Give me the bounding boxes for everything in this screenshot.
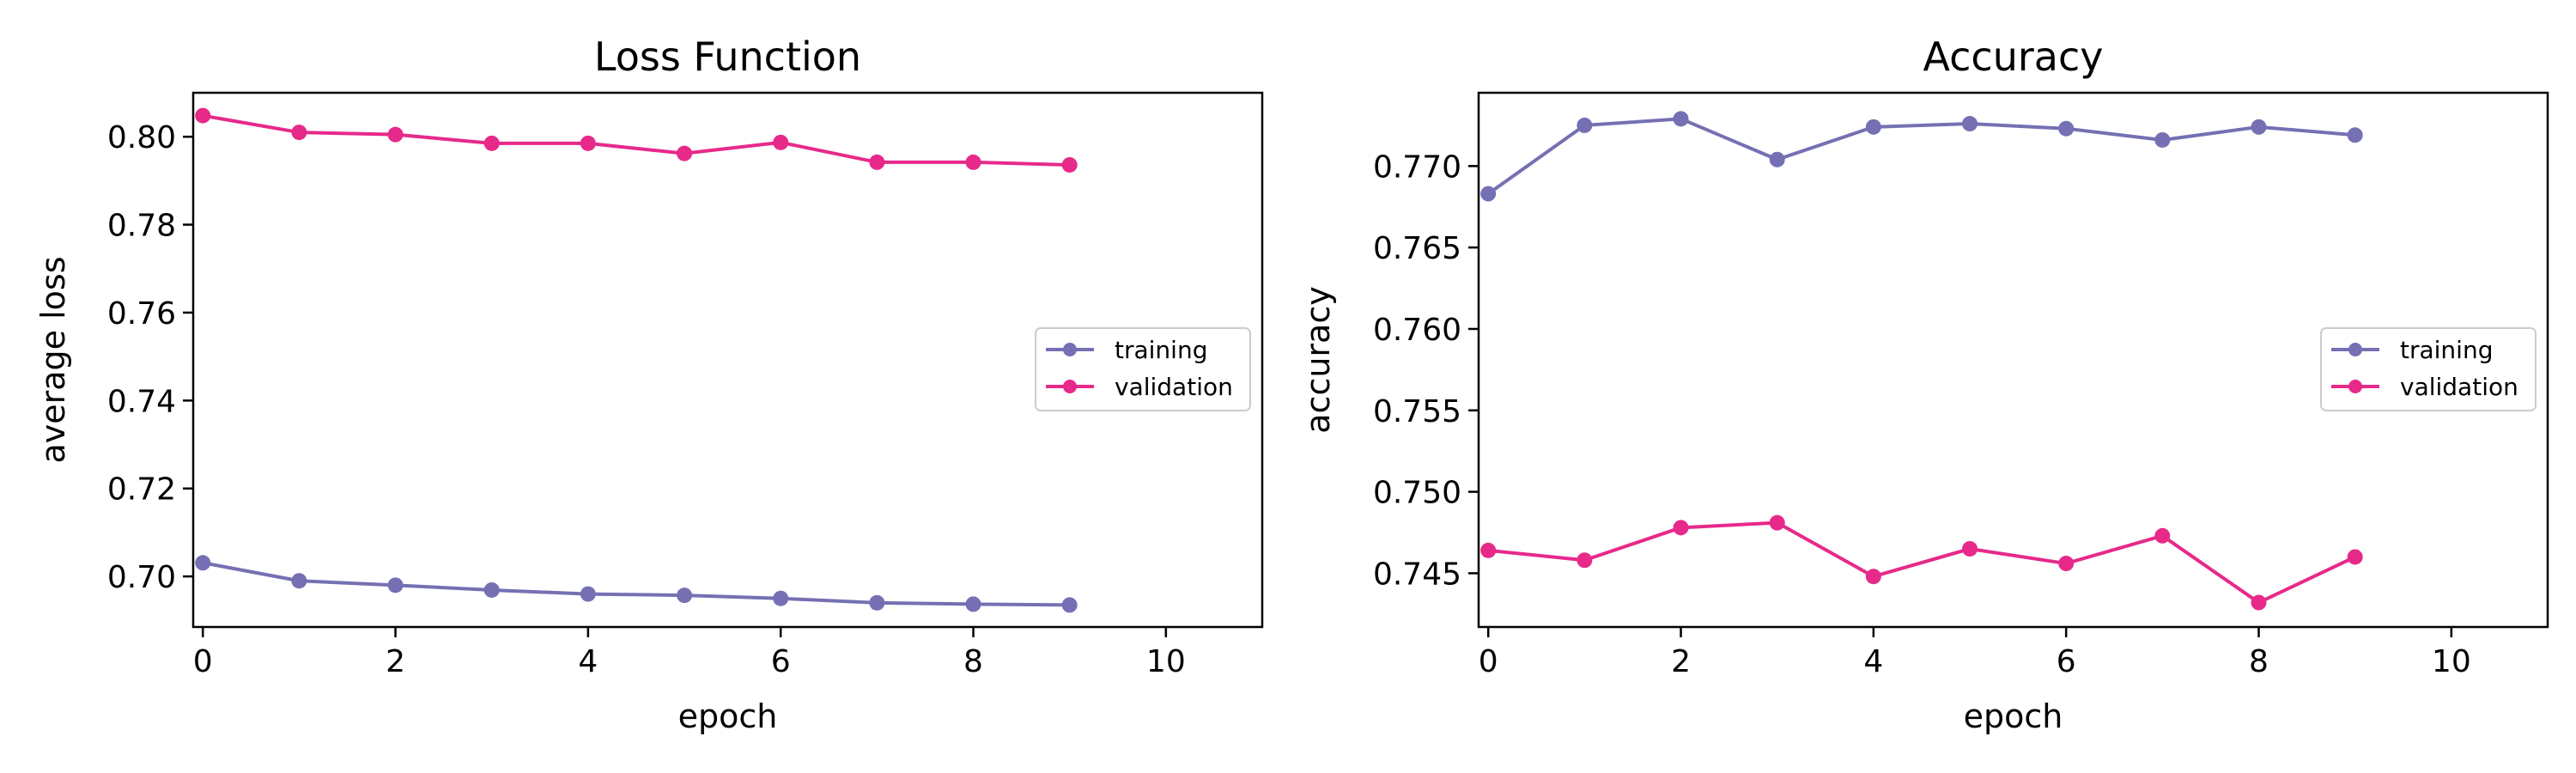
x-tick-label: 0 xyxy=(193,644,213,679)
data-point-training xyxy=(387,577,404,593)
data-point-training xyxy=(195,555,211,571)
data-point-validation xyxy=(1480,542,1497,558)
chart-title: Accuracy xyxy=(1923,33,2103,80)
y-axis-label: accuracy xyxy=(1299,286,1337,433)
legend-entry-training: training xyxy=(1046,336,1207,364)
legend-marker-validation xyxy=(2348,380,2362,393)
data-point-validation xyxy=(1962,540,1978,557)
y-tick-label: 0.765 xyxy=(1373,231,1461,266)
data-point-validation xyxy=(869,154,885,170)
data-point-validation xyxy=(773,134,789,150)
plot-frame xyxy=(191,91,1264,629)
legend-label-validation: validation xyxy=(2400,373,2518,401)
data-point-validation xyxy=(2347,549,2363,565)
x-axis-label: epoch xyxy=(1964,697,2063,735)
legend-label-training: training xyxy=(2400,336,2493,364)
y-tick-label: 0.76 xyxy=(107,296,176,332)
y-tick-label: 0.72 xyxy=(107,472,176,508)
y-tick-label: 0.74 xyxy=(107,384,176,419)
data-point-validation xyxy=(483,135,500,151)
legend-label-training: training xyxy=(1115,336,1207,364)
x-tick-label: 10 xyxy=(2432,644,2471,679)
x-tick-label: 6 xyxy=(771,644,791,679)
data-point-validation xyxy=(965,154,981,170)
x-tick-label: 4 xyxy=(1863,644,1883,679)
data-point-training xyxy=(1061,597,1078,613)
x-tick-label: 8 xyxy=(963,644,983,679)
plot-frame xyxy=(1477,91,2549,629)
data-point-training xyxy=(1577,117,1593,133)
series-line-training xyxy=(1487,117,2355,196)
legend-marker-training xyxy=(2348,343,2362,356)
chart-title: Loss Function xyxy=(594,33,861,80)
data-point-validation xyxy=(1769,514,1785,531)
data-point-training xyxy=(965,596,981,612)
data-point-validation xyxy=(2154,527,2171,544)
chart-panel-accuracy: 0 2 4 6 8 10 0.745 0.750 0.755 0.760 0.765 0.770 Ac… xyxy=(1299,33,2549,735)
data-point-training xyxy=(869,594,885,611)
data-point-training xyxy=(483,581,500,598)
data-point-validation xyxy=(195,107,211,124)
x-tick-label: 2 xyxy=(386,644,405,679)
data-point-validation xyxy=(291,125,307,141)
data-point-validation xyxy=(2251,594,2267,611)
legend-label-validation: validation xyxy=(1115,373,1233,401)
x-tick-label: 2 xyxy=(1671,644,1691,679)
x-tick-label: 0 xyxy=(1479,644,1498,679)
x-tick-label: 4 xyxy=(578,644,598,679)
y-tick-label: 0.750 xyxy=(1373,476,1461,511)
data-point-validation xyxy=(677,145,693,161)
data-point-validation xyxy=(1673,520,1689,536)
data-point-training xyxy=(1673,111,1689,127)
y-tick-label: 0.770 xyxy=(1373,149,1461,185)
data-point-training xyxy=(1769,151,1785,167)
y-tick-label: 0.760 xyxy=(1373,313,1461,348)
data-point-validation xyxy=(580,135,596,151)
data-point-training xyxy=(2347,127,2363,143)
data-point-validation xyxy=(1061,156,1078,173)
x-tick-label: 6 xyxy=(2057,644,2076,679)
y-tick-label: 0.80 xyxy=(107,120,176,155)
legend: training validation xyxy=(1035,327,1251,411)
x-tick-label: 8 xyxy=(2249,644,2269,679)
y-tick-label: 0.70 xyxy=(107,560,176,595)
data-point-validation xyxy=(1865,569,1881,585)
data-point-training xyxy=(2154,131,2171,148)
y-tick-label: 0.78 xyxy=(107,209,176,244)
series-line-training xyxy=(202,561,1070,607)
series-line-validation xyxy=(1488,520,2356,605)
data-point-training xyxy=(2251,119,2267,135)
data-point-training xyxy=(580,586,596,602)
legend: training validation xyxy=(2320,327,2537,411)
data-point-validation xyxy=(2058,556,2075,572)
data-point-training xyxy=(677,587,693,604)
chart-panel-loss: 0 2 4 6 8 10 0.70 0.72 0.74 0.76 0.78 0.80 Loss Fun… xyxy=(34,33,1264,735)
series-line-validation xyxy=(202,113,1070,167)
data-point-validation xyxy=(1577,552,1593,569)
legend-entry-validation: validation xyxy=(2331,373,2518,401)
x-axis-label: epoch xyxy=(678,697,778,735)
legend-marker-training xyxy=(1063,343,1077,356)
data-point-training xyxy=(1962,116,1978,132)
data-point-training xyxy=(2058,120,2075,137)
x-tick-label: 10 xyxy=(1146,644,1186,679)
y-tick-label: 0.745 xyxy=(1373,557,1461,592)
data-point-training xyxy=(773,590,789,606)
legend-entry-training: training xyxy=(2331,336,2493,364)
data-point-training xyxy=(1865,119,1881,135)
legend-entry-validation: validation xyxy=(1046,373,1233,401)
data-point-training xyxy=(1480,186,1497,202)
y-tick-label: 0.755 xyxy=(1373,394,1461,429)
y-axis-label: average loss xyxy=(34,256,72,463)
data-point-validation xyxy=(387,126,404,143)
data-point-training xyxy=(291,573,307,589)
legend-marker-validation xyxy=(1063,380,1077,393)
